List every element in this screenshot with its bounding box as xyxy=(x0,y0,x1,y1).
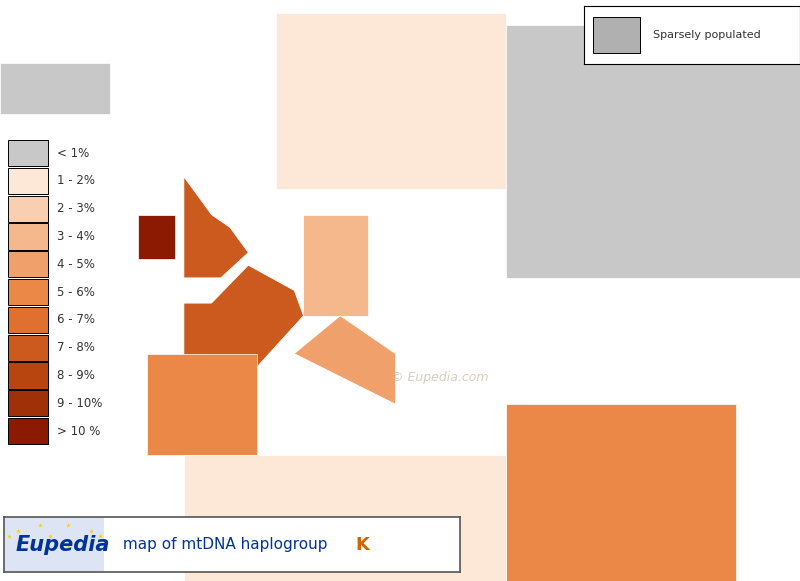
Text: © Eupedia.com: © Eupedia.com xyxy=(391,371,489,384)
Bar xyxy=(8,224,48,250)
Text: K: K xyxy=(355,536,369,554)
Text: 7 - 8%: 7 - 8% xyxy=(57,341,95,354)
Text: 3 - 4%: 3 - 4% xyxy=(57,230,95,243)
Polygon shape xyxy=(184,266,303,366)
Bar xyxy=(593,17,640,53)
Polygon shape xyxy=(184,152,248,278)
Text: 6 - 7%: 6 - 7% xyxy=(57,313,95,327)
Bar xyxy=(8,335,48,361)
Text: 8 - 9%: 8 - 9% xyxy=(57,369,95,382)
Text: 4 - 5%: 4 - 5% xyxy=(57,258,95,271)
Polygon shape xyxy=(184,455,506,581)
Polygon shape xyxy=(294,315,395,404)
Bar xyxy=(8,279,48,305)
Polygon shape xyxy=(506,404,736,581)
Bar xyxy=(4,517,104,572)
Polygon shape xyxy=(0,63,110,114)
Bar xyxy=(8,418,48,444)
Text: 5 - 6%: 5 - 6% xyxy=(57,286,95,299)
Polygon shape xyxy=(303,215,368,315)
Bar xyxy=(8,251,48,278)
Text: Sparsely populated: Sparsely populated xyxy=(653,30,761,40)
Text: 9 - 10%: 9 - 10% xyxy=(57,397,102,410)
Text: Eupedia: Eupedia xyxy=(15,535,110,555)
Bar xyxy=(8,168,48,194)
Bar xyxy=(8,140,48,166)
Bar xyxy=(8,363,48,389)
Bar xyxy=(8,196,48,222)
Bar xyxy=(8,307,48,333)
Text: < 1%: < 1% xyxy=(57,146,90,160)
Polygon shape xyxy=(138,215,174,259)
Polygon shape xyxy=(147,354,258,455)
Text: map of mtDNA haplogroup: map of mtDNA haplogroup xyxy=(118,537,332,552)
Polygon shape xyxy=(276,13,506,189)
Bar xyxy=(8,390,48,417)
Text: 2 - 3%: 2 - 3% xyxy=(57,202,95,215)
Polygon shape xyxy=(506,25,800,278)
Text: 1 - 2%: 1 - 2% xyxy=(57,174,95,188)
Text: > 10 %: > 10 % xyxy=(57,425,100,437)
